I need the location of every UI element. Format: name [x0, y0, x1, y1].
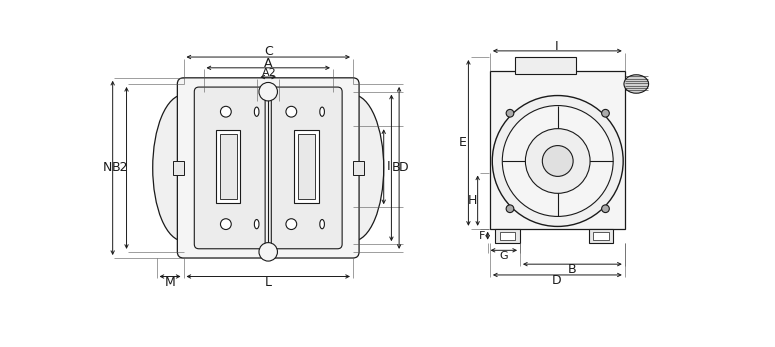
Bar	[588, 229, 613, 243]
Bar	[490, 71, 625, 229]
Text: D: D	[399, 161, 408, 175]
FancyBboxPatch shape	[195, 87, 265, 249]
Text: I: I	[387, 160, 390, 173]
Text: B: B	[391, 161, 401, 175]
Bar	[216, 130, 240, 203]
Bar	[353, 161, 363, 175]
Circle shape	[492, 95, 623, 227]
Ellipse shape	[320, 107, 325, 116]
Text: L: L	[265, 276, 272, 289]
Ellipse shape	[320, 220, 325, 229]
Bar	[294, 130, 319, 203]
Bar	[495, 229, 520, 243]
Ellipse shape	[624, 75, 649, 93]
Text: H: H	[467, 194, 477, 207]
Text: M: M	[164, 276, 175, 289]
Circle shape	[220, 106, 231, 117]
Ellipse shape	[322, 95, 384, 241]
Circle shape	[286, 219, 297, 229]
FancyBboxPatch shape	[177, 78, 359, 258]
Text: A: A	[264, 57, 273, 70]
Text: F: F	[479, 231, 485, 241]
Circle shape	[542, 146, 574, 176]
Bar	[500, 232, 515, 239]
Ellipse shape	[254, 107, 259, 116]
Text: B2: B2	[112, 161, 129, 175]
Bar	[219, 134, 236, 200]
Text: G: G	[500, 251, 508, 261]
Text: E: E	[459, 136, 467, 149]
Text: I: I	[555, 40, 559, 53]
Circle shape	[220, 219, 231, 229]
FancyBboxPatch shape	[271, 87, 342, 249]
Text: B: B	[568, 263, 577, 276]
Circle shape	[506, 205, 514, 213]
Bar	[298, 134, 315, 200]
Text: N: N	[102, 161, 112, 175]
Circle shape	[525, 129, 590, 193]
Circle shape	[286, 106, 297, 117]
Ellipse shape	[153, 95, 215, 241]
Ellipse shape	[254, 220, 259, 229]
Text: C: C	[264, 45, 273, 58]
Text: D: D	[552, 274, 562, 287]
Circle shape	[502, 105, 613, 217]
Text: A2: A2	[263, 68, 277, 78]
Circle shape	[259, 83, 277, 101]
Circle shape	[259, 243, 277, 261]
Circle shape	[601, 109, 609, 117]
Bar	[173, 161, 184, 175]
Bar	[593, 232, 608, 239]
Circle shape	[601, 205, 609, 213]
Circle shape	[506, 109, 514, 117]
Bar	[515, 57, 576, 74]
